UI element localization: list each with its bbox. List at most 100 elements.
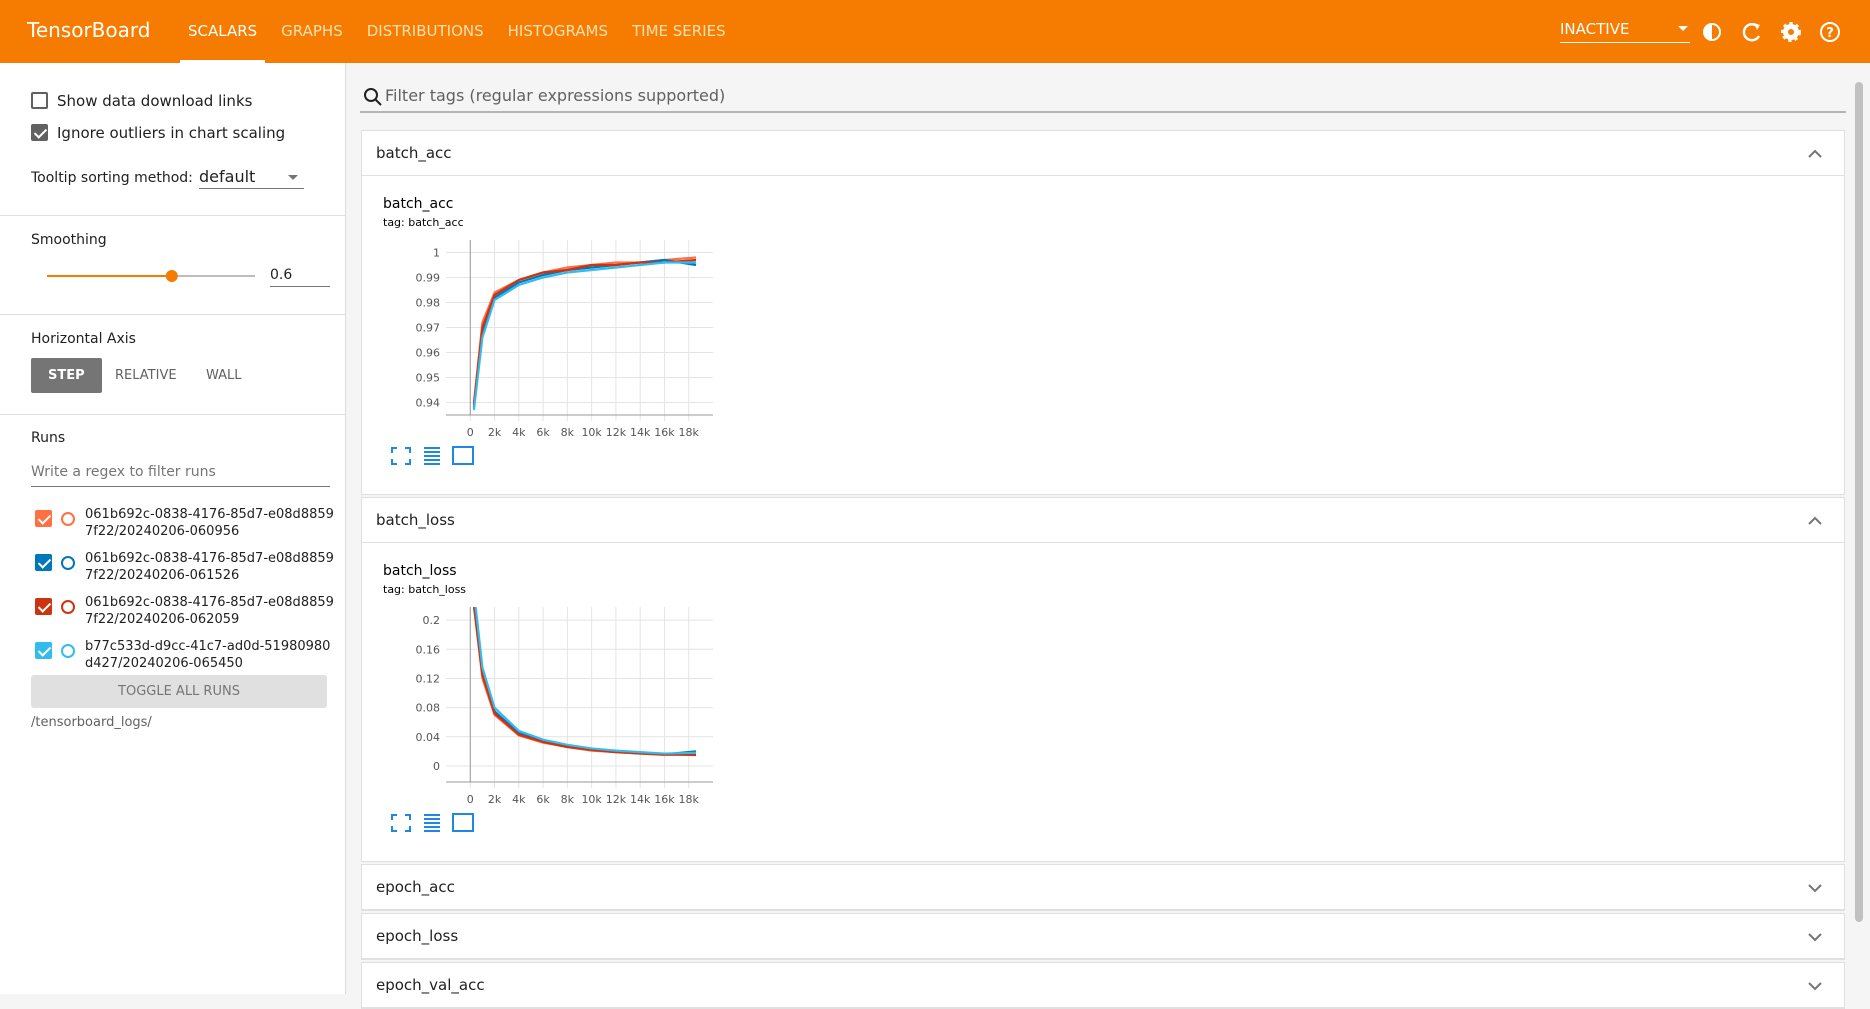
chevron[interactable]	[1808, 981, 1822, 991]
section-card: epoch_acc	[361, 864, 1845, 911]
run-color-circle[interactable]	[61, 644, 75, 658]
scrollbar[interactable]	[1853, 70, 1865, 990]
axis-option[interactable]: WALL	[206, 368, 242, 383]
y-tick-label: 0.04	[416, 731, 441, 744]
active-tab-underline	[180, 60, 266, 63]
y-tick-label: 0.97	[416, 322, 441, 335]
fullscreen-button[interactable]	[391, 814, 411, 832]
help-icon[interactable]: ?	[1820, 22, 1840, 42]
data-table-button[interactable]	[424, 814, 440, 832]
divider	[0, 414, 346, 415]
chart-title: batch_loss	[383, 563, 457, 579]
run-checkbox[interactable]	[35, 510, 52, 527]
log-dir: /tensorboard_logs/	[31, 715, 152, 730]
run-color-circle[interactable]	[61, 512, 75, 526]
fit-domain-button[interactable]	[452, 446, 474, 465]
run-color-circle[interactable]	[61, 600, 75, 614]
status-select[interactable]: INACTIVE	[1560, 20, 1690, 43]
chart-title: batch_acc	[383, 196, 454, 212]
run-checkbox[interactable]	[35, 642, 52, 659]
x-tick-label: 14k	[630, 793, 651, 806]
nav-tab[interactable]: HISTOGRAMS	[507, 22, 608, 40]
section-title: epoch_val_acc	[376, 976, 485, 994]
section-card: batch_acc batch_acc tag: batch_acc 0.94 0.95…	[361, 130, 1845, 495]
section-title: batch_loss	[376, 511, 455, 529]
y-tick-label: 0.99	[416, 272, 441, 285]
chevron-path	[1808, 982, 1822, 991]
run-checkbox[interactable]	[35, 554, 52, 571]
run-color-circle[interactable]	[61, 556, 75, 570]
section-card: epoch_loss	[361, 913, 1845, 960]
x-tick-label: 10k	[581, 426, 602, 439]
run-filter[interactable]: Write a regex to filter runs	[31, 464, 330, 487]
y-tick-label: 0	[433, 760, 440, 773]
refresh-icon[interactable]	[1742, 23, 1761, 42]
checkbox[interactable]	[31, 92, 48, 109]
series-line	[472, 258, 697, 406]
chevron-path	[1808, 933, 1822, 942]
section-header[interactable]: batch_loss	[362, 498, 1844, 543]
nav-tab[interactable]: GRAPHS	[281, 22, 343, 40]
y-tick-label: 0.98	[416, 297, 441, 310]
nav-tab[interactable]: TIME SERIES	[632, 22, 726, 40]
x-tick-label: 18k	[679, 793, 700, 806]
chart-subtitle: tag: batch_acc	[383, 216, 464, 229]
y-tick-label: 0.94	[416, 397, 441, 410]
label: Smoothing	[31, 232, 107, 248]
chevron-path	[1808, 516, 1822, 525]
y-tick-label: 0.12	[416, 672, 441, 685]
section-card: epoch_val_acc	[361, 962, 1845, 1009]
x-tick-label: 8k	[561, 793, 575, 806]
fit-domain-button[interactable]	[452, 813, 474, 832]
run-checkbox[interactable]	[35, 598, 52, 615]
checkbox-label: Ignore outliers in chart scaling	[57, 124, 286, 142]
nav-tab[interactable]: SCALARS	[188, 22, 258, 40]
section-card: batch_loss batch_loss tag: batch_loss 0 0.04…	[361, 497, 1845, 862]
status: INACTIVE	[1560, 20, 1630, 38]
header-icons: ?	[1703, 22, 1840, 42]
label: Horizontal Axis	[31, 331, 136, 347]
toggle-all-button[interactable]: TOGGLE ALL RUNS	[31, 675, 327, 708]
select-value: default	[199, 167, 256, 186]
x-tick-label: 4k	[512, 426, 526, 439]
chart-subtitle: tag: batch_loss	[383, 583, 466, 596]
tag-filter[interactable]: Filter tags (regular expressions support…	[360, 82, 1846, 114]
select[interactable]: default	[199, 167, 304, 189]
section-title: epoch_acc	[376, 878, 455, 896]
y-tick-label: 0.95	[416, 372, 441, 385]
fullscreen-button[interactable]	[391, 447, 411, 465]
label: Runs	[31, 430, 66, 446]
nav-tab[interactable]: DISTRIBUTIONS	[366, 22, 484, 40]
x-tick-label: 6k	[536, 793, 550, 806]
axis-option[interactable]: STEP	[31, 358, 102, 393]
checkbox[interactable]	[31, 124, 48, 141]
section-header[interactable]: batch_acc	[362, 131, 1844, 176]
chevron[interactable]	[1808, 149, 1822, 159]
y-tick-label: 1	[433, 247, 440, 260]
run-name: 061b692c-0838-4176-85d7-e08d88597f22/202…	[85, 551, 334, 583]
section-header[interactable]: epoch_acc	[362, 865, 1844, 910]
slider[interactable]	[40, 263, 270, 289]
axis-option[interactable]: RELATIVE	[115, 368, 177, 383]
series-line	[473, 607, 697, 756]
series-line	[472, 607, 697, 757]
checkbox-label: Show data download links	[57, 92, 253, 110]
x-tick-label: 8k	[561, 426, 575, 439]
section-header[interactable]: epoch_val_acc	[362, 963, 1844, 1008]
chevron[interactable]	[1808, 883, 1822, 893]
chevron[interactable]	[1808, 932, 1822, 942]
theme-icon[interactable]	[1703, 23, 1721, 41]
section-header[interactable]: epoch_loss	[362, 914, 1844, 959]
chevron[interactable]	[1808, 516, 1822, 526]
smoothing-input[interactable]: 0.6	[270, 267, 330, 287]
x-tick-label: 16k	[654, 793, 675, 806]
slider-knob[interactable]	[165, 270, 178, 282]
header: TensorBoard SCALARS GRAPHS DISTRIBUTIONS HI…	[0, 0, 1870, 63]
x-tick-label: 12k	[606, 793, 627, 806]
settings-icon[interactable]	[1781, 22, 1801, 42]
x-tick-label: 0	[467, 426, 474, 439]
section-title: batch_acc	[376, 144, 452, 162]
chevron-path	[1808, 149, 1822, 158]
series-line	[472, 258, 697, 408]
data-table-button[interactable]	[424, 447, 440, 465]
